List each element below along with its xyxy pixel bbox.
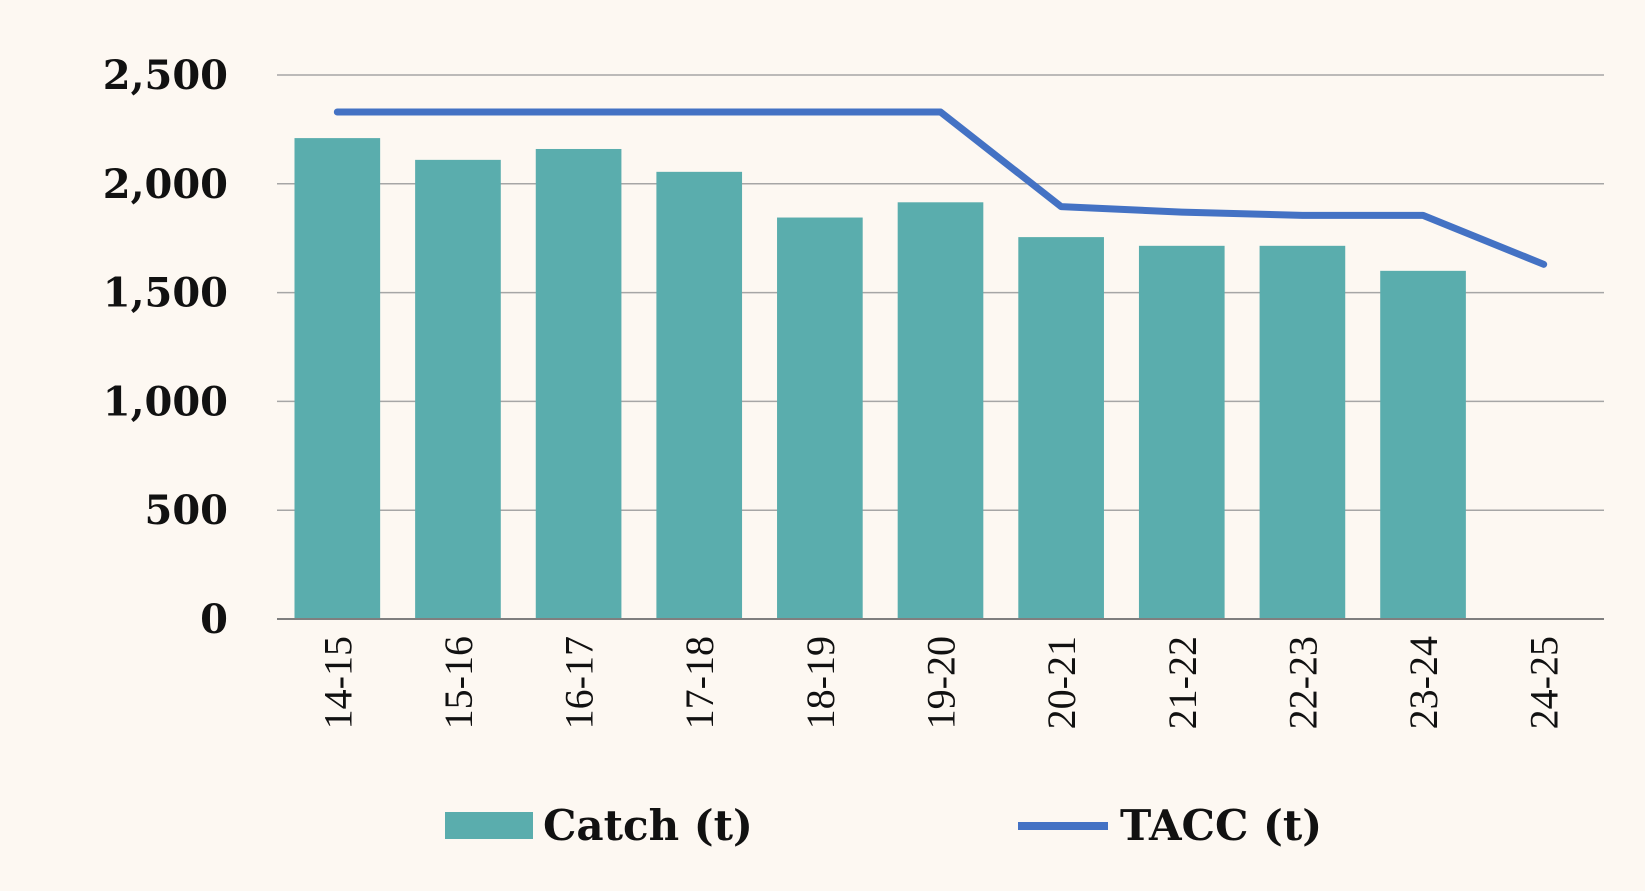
y-axis-ticks: 0 500 1,000 1,500 2,000 2,500 — [103, 52, 228, 643]
x-tick-label: 15-16 — [436, 636, 481, 729]
y-tick-label: 2,500 — [103, 52, 228, 99]
x-tick-label: 22-23 — [1280, 636, 1325, 729]
x-tick-label: 20-21 — [1039, 636, 1084, 729]
bar — [1138, 245, 1225, 620]
bar — [1018, 237, 1104, 619]
bar — [415, 159, 501, 619]
y-tick-label: 1,500 — [103, 270, 228, 317]
series-line-tacc — [333, 108, 1548, 268]
x-tick-label: 24-25 — [1522, 636, 1567, 729]
bar — [1380, 270, 1466, 619]
bar — [294, 138, 381, 619]
bar — [535, 148, 622, 619]
line-series-tacc — [333, 108, 1548, 268]
legend-item-tacc: TACC (t) — [1018, 801, 1322, 850]
bar — [656, 171, 743, 619]
bar — [897, 202, 984, 619]
legend-swatch-catch — [445, 812, 533, 839]
y-tick-label: 0 — [200, 596, 228, 643]
legend-label-catch: Catch (t) — [543, 801, 753, 850]
x-axis-ticks: 14-15 15-16 16-17 17-18 18-19 19-20 20-21 21-22… — [315, 636, 1566, 729]
bar — [777, 217, 863, 619]
x-tick-label: 19-20 — [919, 636, 964, 729]
x-tick-label: 21-22 — [1160, 636, 1205, 729]
x-tick-label: 18-19 — [798, 636, 843, 729]
bar — [1259, 245, 1346, 620]
x-tick-label: 14-15 — [315, 636, 360, 729]
x-tick-label: 16-17 — [557, 636, 602, 729]
bar-series-catch — [294, 138, 1466, 620]
legend: Catch (t) TACC (t) — [445, 801, 1322, 850]
legend-item-catch: Catch (t) — [445, 801, 753, 850]
legend-label-tacc: TACC (t) — [1120, 801, 1322, 850]
x-tick-label: 17-18 — [677, 636, 722, 729]
x-tick-label: 23-24 — [1401, 636, 1446, 729]
y-tick-label: 2,000 — [103, 161, 228, 208]
y-tick-label: 1,000 — [103, 378, 228, 425]
y-tick-label: 500 — [145, 487, 229, 534]
